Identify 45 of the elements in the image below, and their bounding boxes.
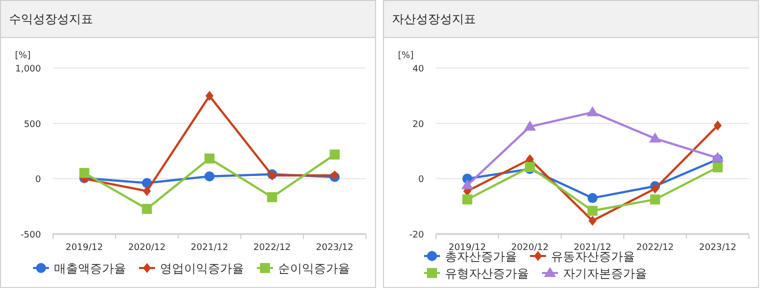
x-tick-label: 2022/12 (253, 243, 291, 253)
point (586, 106, 598, 116)
point (142, 204, 152, 214)
y-tick-label: 1,000 (15, 64, 42, 74)
point (461, 179, 474, 190)
point (651, 184, 660, 194)
point (588, 216, 596, 226)
x-tick-label: 2023/12 (699, 243, 736, 253)
y-axis-title: [%] (398, 51, 414, 61)
y-tick-label: 0 (35, 175, 42, 186)
chart-title: 수익성장성지표 (1, 1, 375, 38)
x-tick-label: 2023/12 (316, 243, 354, 253)
y-tick-label: 40 (412, 64, 424, 74)
point (712, 162, 723, 172)
x-tick-label: 2019/12 (66, 243, 103, 253)
y-tick-label: 0 (418, 175, 424, 186)
x-tick-label: 2021/12 (190, 243, 228, 253)
legend-label: 순이익증가율 (278, 262, 350, 276)
legend-label: 자기자본증가율 (563, 266, 647, 280)
legend-label: 영업이익증가율 (160, 262, 244, 276)
chart-title: 자산성장성지표 (384, 1, 758, 38)
point (206, 90, 214, 101)
point (588, 193, 598, 204)
y-tick-label: 500 (24, 120, 42, 130)
point (714, 120, 722, 131)
point (650, 194, 660, 204)
point (267, 192, 278, 202)
y-tick-label: -20 (409, 230, 424, 240)
x-tick-label: 2020/12 (128, 243, 166, 253)
y-tick-label: 20 (412, 120, 424, 130)
point (204, 154, 214, 164)
legend-label: 유형자산증가율 (445, 266, 529, 280)
y-axis-title: [%] (15, 51, 31, 61)
point (712, 152, 724, 162)
point (330, 150, 340, 160)
point (79, 168, 90, 178)
point (462, 194, 472, 204)
y-tick-label: -500 (20, 230, 42, 240)
legend-label: 매출액증가율 (54, 262, 126, 276)
point (588, 206, 598, 216)
point (524, 120, 536, 131)
point (142, 186, 151, 196)
point (649, 132, 662, 143)
x-tick-label: 2022/12 (636, 243, 674, 253)
point (204, 171, 214, 182)
